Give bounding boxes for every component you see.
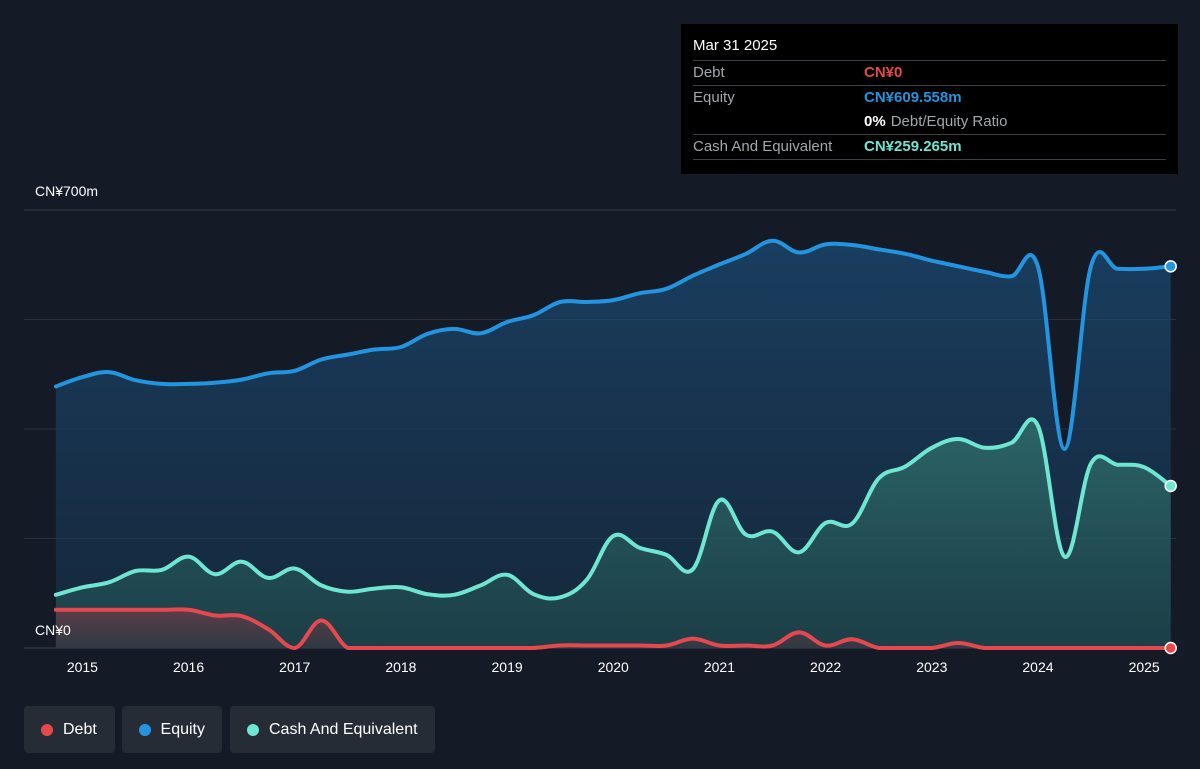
tooltip-cash-label: Cash And Equivalent: [693, 138, 833, 155]
x-tick-label: 2015: [67, 659, 98, 675]
tooltip-ratio-row: 0% Debt/Equity Ratio: [693, 110, 1166, 134]
legend-debt-label: Debt: [63, 720, 97, 738]
tooltip-ratio-value: 0%: [864, 113, 886, 130]
debt-line: [53, 607, 1173, 650]
x-tick-label: 2020: [598, 659, 629, 675]
equity-end-marker[interactable]: [1164, 260, 1177, 273]
x-tick-label: 2016: [173, 659, 204, 675]
debt-area: [55, 609, 1171, 648]
tooltip-debt-label: Debt: [693, 64, 725, 81]
legend-equity-label: Equity: [160, 720, 205, 738]
x-tick-label: 2017: [279, 659, 310, 675]
debt-dot-icon: [41, 723, 53, 736]
tooltip-equity-row: Equity CN¥609.558m: [693, 85, 1166, 110]
x-tick-label: 2019: [492, 659, 523, 675]
x-tick-label: 2021: [704, 659, 735, 675]
cash-end-marker[interactable]: [1164, 479, 1177, 493]
tooltip-debt-value: CN¥0: [864, 64, 903, 81]
x-tick-label: 2022: [810, 659, 841, 675]
legend-debt[interactable]: Debt: [24, 706, 115, 753]
x-tick-label: 2024: [1022, 659, 1053, 675]
x-tick-label: 2025: [1129, 659, 1160, 675]
end-markers: [1164, 260, 1177, 655]
debt-end-marker[interactable]: [1164, 641, 1177, 655]
cash-dot-icon: [247, 723, 259, 736]
legend-cash[interactable]: Cash And Equivalent: [230, 706, 435, 753]
tooltip-equity-label: Equity: [693, 89, 735, 106]
x-tick-label: 2018: [385, 659, 416, 675]
y-axis-bottom-label: CN¥0: [35, 622, 71, 638]
tooltip-date: Mar 31 2025: [693, 37, 778, 54]
series-lines: [53, 238, 1173, 650]
tooltip-cash-value: CN¥259.265m: [864, 138, 962, 155]
tooltip-cash-row: Cash And Equivalent CN¥259.265m: [693, 134, 1166, 160]
tooltip-ratio-label: Debt/Equity Ratio: [890, 113, 1008, 130]
tooltip-equity-value: CN¥609.558m: [864, 89, 962, 106]
x-tick-label: 2023: [916, 659, 947, 675]
legend-cash-label: Cash And Equivalent: [269, 720, 418, 738]
y-axis-top-label: CN¥700m: [35, 183, 99, 199]
tooltip-debt-row: Debt CN¥0: [693, 60, 1166, 85]
legend-equity[interactable]: Equity: [122, 706, 222, 753]
equity-line: [53, 238, 1173, 452]
equity-dot-icon: [139, 723, 151, 736]
tooltip-panel: Mar 31 2025 Debt CN¥0 Equity CN¥609.558m…: [681, 24, 1178, 174]
x-axis-ticks: 2015 2016 2017 2018 2019 2020 2021 2022 2023 2024…: [67, 659, 1160, 675]
cash-line: [53, 417, 1173, 601]
